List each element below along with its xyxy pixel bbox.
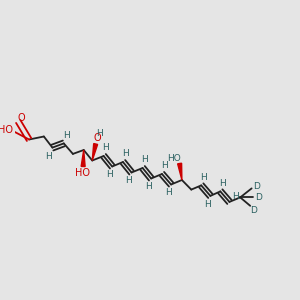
Text: H: H bbox=[103, 143, 109, 152]
Text: H: H bbox=[145, 182, 152, 191]
Text: H: H bbox=[165, 188, 172, 197]
Text: H: H bbox=[200, 172, 207, 182]
Text: H: H bbox=[122, 149, 129, 158]
Text: H: H bbox=[204, 200, 211, 209]
Polygon shape bbox=[92, 144, 98, 160]
Text: O: O bbox=[93, 133, 101, 143]
Text: H: H bbox=[63, 130, 69, 140]
Text: H: H bbox=[106, 170, 113, 179]
Text: D: D bbox=[255, 193, 262, 202]
Text: HO: HO bbox=[75, 167, 90, 178]
Text: HO: HO bbox=[168, 154, 182, 163]
Text: H: H bbox=[125, 176, 132, 185]
Text: H: H bbox=[142, 155, 148, 164]
Text: H: H bbox=[161, 161, 168, 170]
Text: H: H bbox=[219, 178, 226, 188]
Text: H: H bbox=[96, 129, 103, 138]
Text: D: D bbox=[253, 182, 260, 191]
Text: HO: HO bbox=[0, 125, 13, 136]
Text: H: H bbox=[232, 192, 239, 201]
Text: H: H bbox=[46, 152, 52, 161]
Text: D: D bbox=[250, 206, 257, 215]
Polygon shape bbox=[81, 150, 85, 166]
Text: O: O bbox=[17, 113, 25, 123]
Polygon shape bbox=[178, 163, 182, 180]
